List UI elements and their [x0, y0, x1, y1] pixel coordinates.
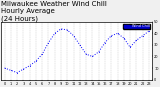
Text: Milwaukee Weather Wind Chill
Hourly Average
(24 Hours): Milwaukee Weather Wind Chill Hourly Aver… — [1, 1, 107, 22]
Legend: Wind Chill: Wind Chill — [123, 24, 150, 29]
